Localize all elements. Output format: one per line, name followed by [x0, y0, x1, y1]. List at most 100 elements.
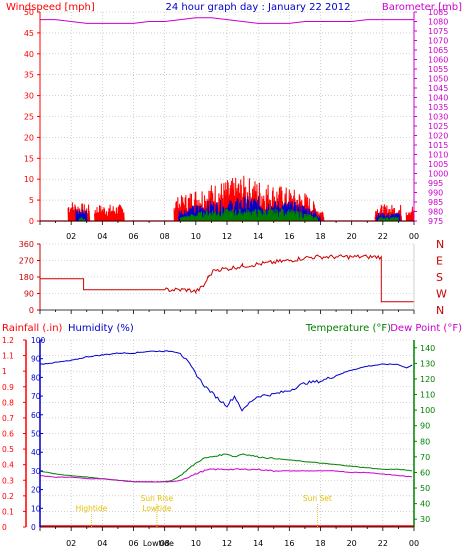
humidity-axis-title: Humidity (%)	[68, 323, 134, 334]
temperature-axis-title: Temperature (°F)	[305, 323, 391, 334]
weather-panel-x-tick-label: 16	[284, 539, 294, 548]
windspeed-tick-label: 35	[24, 71, 34, 80]
windspeed-axis-title: Windspeed [mph]	[6, 2, 95, 13]
series-wind-segment	[78, 217, 86, 222]
series-wind-segment	[179, 208, 319, 222]
rainfall-tick-label: 0.8	[2, 398, 14, 407]
rainfall-tick-label: 0.6	[2, 430, 14, 439]
barometer-tick-label: 1000	[428, 170, 448, 179]
humidity-tick-label: 10	[31, 504, 41, 513]
series-gust-segment	[94, 204, 125, 222]
windspeed-tick-label: 50	[24, 8, 34, 17]
temperature-tick-label: 90	[420, 422, 430, 431]
annotation-label: Lowtide	[142, 504, 172, 513]
compass-label: N	[436, 304, 444, 317]
weather-panel-x-tick-label: 14	[253, 539, 263, 548]
windspeed-tick-label: 40	[24, 50, 34, 59]
rainfall-tick-label: 0.1	[2, 507, 14, 516]
barometer-tick-label: 1010	[428, 151, 448, 160]
temperature-tick-label: 110	[420, 391, 435, 400]
wind-panel-x-tick-label: 02	[66, 232, 76, 241]
rainfall-tick-label: 0.9	[2, 383, 14, 392]
rainfall-tick-label: 0.2	[2, 492, 14, 501]
wind-panel-x-tick-label: 22	[378, 232, 388, 241]
windspeed-tick-label: 25	[24, 113, 34, 122]
series-dewpoint-line	[39, 468, 413, 483]
series-barometer-line	[40, 17, 414, 24]
temperature-tick-label: 140	[420, 344, 435, 353]
weather-panel-x-tick-label: 18	[315, 539, 325, 548]
rainfall-tick-label: 0.5	[2, 445, 14, 454]
page-title: 24 hour graph day : January 22 2012	[166, 2, 351, 13]
temperature-tick-label: 130	[420, 359, 435, 368]
direction-tick-label: 0	[29, 306, 34, 315]
humidity-tick-label: 60	[31, 411, 41, 420]
barometer-tick-label: 1005	[428, 160, 448, 169]
barometer-tick-label: 1035	[428, 103, 448, 112]
temperature-tick-label: 80	[420, 437, 430, 446]
rainfall-tick-label: 0	[2, 523, 7, 532]
wind-panel-x-tick-label: 10	[191, 232, 201, 241]
temperature-tick-label: 30	[420, 515, 430, 524]
weather-panel-x-tick-label: 08	[160, 539, 170, 548]
barometer-tick-label: 995	[428, 179, 443, 188]
weather-panel-x-tick-label: 06	[128, 539, 138, 548]
direction-tick-label: 360	[19, 240, 34, 249]
humidity-tick-label: 20	[31, 486, 41, 495]
temperature-tick-label: 100	[420, 406, 435, 415]
wind-panel-x-tick-label: 20	[347, 232, 357, 241]
series-gust-segment	[405, 206, 415, 222]
humidity-tick-label: 90	[31, 355, 41, 364]
weather-panel-x-tick-label: 22	[378, 539, 388, 548]
barometer-axis-title: Barometer [mb]	[382, 2, 462, 13]
wind-panel-x-tick-label: 04	[97, 232, 107, 241]
temperature-tick-label: 120	[420, 375, 435, 384]
barometer-tick-label: 1020	[428, 132, 448, 141]
rainfall-tick-label: 0.7	[2, 414, 14, 423]
barometer-tick-label: 1065	[428, 46, 448, 55]
humidity-tick-label: 30	[31, 467, 41, 476]
compass-label: N	[436, 238, 444, 251]
wind-panel-x-tick-label: 06	[128, 232, 138, 241]
weather-panel-x-tick-label: 10	[191, 539, 201, 548]
rainfall-tick-label: 1.1	[2, 352, 14, 361]
windspeed-tick-label: 30	[24, 92, 34, 101]
wind-panel-x-tick-label: 16	[284, 232, 294, 241]
annotation-label: Hightide	[76, 504, 108, 513]
windspeed-tick-label: 0	[29, 217, 34, 226]
direction-tick-label: 270	[19, 257, 34, 266]
temperature-tick-label: 60	[420, 468, 430, 477]
temperature-tick-label: 40	[420, 500, 430, 509]
barometer-tick-label: 1060	[428, 56, 448, 65]
wind-panel-x-tick-label: 08	[160, 232, 170, 241]
barometer-tick-label: 1025	[428, 122, 448, 131]
dewpoint-axis-title: Dew Point (°F)	[390, 323, 462, 334]
compass-label: S	[436, 271, 443, 284]
barometer-tick-label: 980	[428, 208, 443, 217]
barometer-tick-label: 1030	[428, 113, 448, 122]
wind-panel-x-tick-label: 12	[222, 232, 232, 241]
annotation-label: Sun Rise	[141, 494, 174, 503]
humidity-tick-label: 40	[31, 448, 41, 457]
humidity-tick-label: 50	[31, 430, 41, 439]
series-temperature-line	[39, 453, 413, 483]
barometer-tick-label: 1055	[428, 65, 448, 74]
barometer-tick-label: 1075	[428, 27, 448, 36]
humidity-tick-label: 70	[31, 392, 41, 401]
weather-panel-x-tick-label: 00	[409, 539, 419, 548]
windspeed-tick-label: 20	[24, 133, 34, 142]
compass-label: E	[436, 255, 443, 268]
humidity-tick-label: 100	[31, 336, 46, 345]
axes-layer: 0510152025303540455097598098599099510001…	[2, 8, 448, 548]
temperature-tick-label: 70	[420, 453, 430, 462]
barometer-tick-label: 1050	[428, 75, 448, 84]
humidity-tick-label: 80	[31, 373, 41, 382]
temperature-tick-label: 50	[420, 484, 430, 493]
barometer-tick-label: 1070	[428, 37, 448, 46]
barometer-tick-label: 1015	[428, 141, 448, 150]
rainfall-tick-label: 1	[2, 367, 7, 376]
series-wind-direction-line	[40, 254, 414, 303]
barometer-tick-label: 975	[428, 217, 443, 226]
wind-panel-x-tick-label: 18	[315, 232, 325, 241]
